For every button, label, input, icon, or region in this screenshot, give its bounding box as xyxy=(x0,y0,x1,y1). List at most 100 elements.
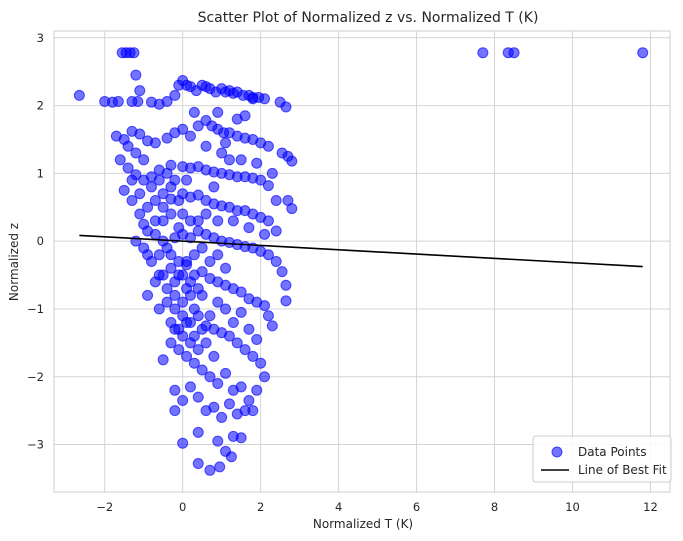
legend-label-best-fit: Line of Best Fit xyxy=(578,463,667,477)
data-point xyxy=(266,320,278,332)
data-point xyxy=(508,47,520,59)
data-point xyxy=(262,249,274,261)
x-tick-label: 12 xyxy=(643,500,658,514)
data-point xyxy=(192,283,204,295)
data-point xyxy=(161,296,173,308)
y-tick-label: 0 xyxy=(37,234,44,248)
data-point xyxy=(114,154,126,166)
data-point xyxy=(262,140,274,152)
data-point xyxy=(149,137,161,149)
data-point xyxy=(235,306,247,318)
data-point xyxy=(280,279,292,291)
data-point xyxy=(204,310,216,322)
data-point xyxy=(208,401,220,413)
data-point xyxy=(286,155,298,167)
data-point xyxy=(132,96,144,108)
data-point xyxy=(177,437,189,449)
data-point xyxy=(153,249,165,261)
data-point xyxy=(118,184,130,196)
data-points-layer xyxy=(73,47,649,476)
data-point xyxy=(192,215,204,227)
y-tick-label: 3 xyxy=(37,31,44,45)
data-point xyxy=(251,157,263,169)
data-point xyxy=(204,464,216,476)
data-point xyxy=(262,310,274,322)
data-point xyxy=(196,323,208,335)
data-point xyxy=(270,194,282,206)
data-point xyxy=(235,154,247,166)
data-point xyxy=(165,317,177,329)
data-point xyxy=(157,201,169,213)
data-point xyxy=(259,371,271,383)
data-point xyxy=(243,323,255,335)
y-tick-labels: −3 −2 −1 0 1 2 3 xyxy=(27,31,44,452)
data-point xyxy=(130,147,142,159)
data-point xyxy=(223,330,235,342)
data-point xyxy=(259,93,271,105)
data-point xyxy=(212,435,224,447)
legend-label-data-points: Data Points xyxy=(578,445,647,459)
data-point xyxy=(227,317,239,329)
data-point xyxy=(161,132,173,144)
data-point xyxy=(157,215,169,227)
y-tick-label: 1 xyxy=(37,166,44,180)
data-point xyxy=(134,85,146,97)
data-point xyxy=(184,276,196,288)
data-point xyxy=(196,266,208,278)
data-point xyxy=(165,337,177,349)
data-point xyxy=(149,228,161,240)
data-point xyxy=(161,96,173,108)
data-point xyxy=(165,249,177,261)
data-point xyxy=(262,180,274,192)
data-point xyxy=(200,337,212,349)
data-point xyxy=(134,188,146,200)
data-point xyxy=(169,303,181,315)
data-point xyxy=(173,344,185,356)
data-point xyxy=(214,461,226,473)
data-point xyxy=(231,337,243,349)
data-point xyxy=(188,330,200,342)
data-point xyxy=(223,398,235,410)
best-fit-line xyxy=(79,234,643,268)
data-point xyxy=(216,147,228,159)
data-point xyxy=(212,106,224,118)
data-point xyxy=(169,289,181,301)
data-point xyxy=(177,269,189,281)
data-point xyxy=(192,189,204,201)
data-point xyxy=(235,432,247,444)
data-point xyxy=(149,194,161,206)
data-point xyxy=(270,256,282,267)
legend: Data Points Line of Best Fit xyxy=(532,435,672,483)
data-point xyxy=(255,174,267,186)
data-point xyxy=(192,120,204,132)
data-point xyxy=(200,140,212,152)
data-point xyxy=(184,130,196,142)
data-point xyxy=(212,249,224,261)
data-point xyxy=(262,215,274,227)
data-point xyxy=(216,411,228,423)
data-point xyxy=(196,364,208,376)
y-tick-label: 2 xyxy=(37,99,44,113)
data-point xyxy=(134,128,146,140)
data-point xyxy=(184,289,196,301)
x-tick-label: 2 xyxy=(257,500,264,514)
data-point xyxy=(181,174,193,186)
x-tick-label: 8 xyxy=(491,500,498,514)
data-point xyxy=(169,384,181,396)
x-tick-label: 6 xyxy=(413,500,420,514)
data-point xyxy=(122,140,134,152)
data-point xyxy=(169,405,181,417)
data-point xyxy=(270,225,282,237)
data-point xyxy=(276,266,288,278)
chart-title: Scatter Plot of Normalized z vs. Normali… xyxy=(198,10,539,26)
data-point xyxy=(153,269,165,281)
data-point xyxy=(126,174,138,186)
data-point xyxy=(157,354,169,366)
plot-frame xyxy=(53,30,671,493)
data-point xyxy=(259,300,271,312)
data-point xyxy=(181,256,193,267)
data-point xyxy=(235,286,247,298)
data-point xyxy=(220,137,232,149)
data-point xyxy=(165,181,177,193)
data-point xyxy=(169,89,181,101)
